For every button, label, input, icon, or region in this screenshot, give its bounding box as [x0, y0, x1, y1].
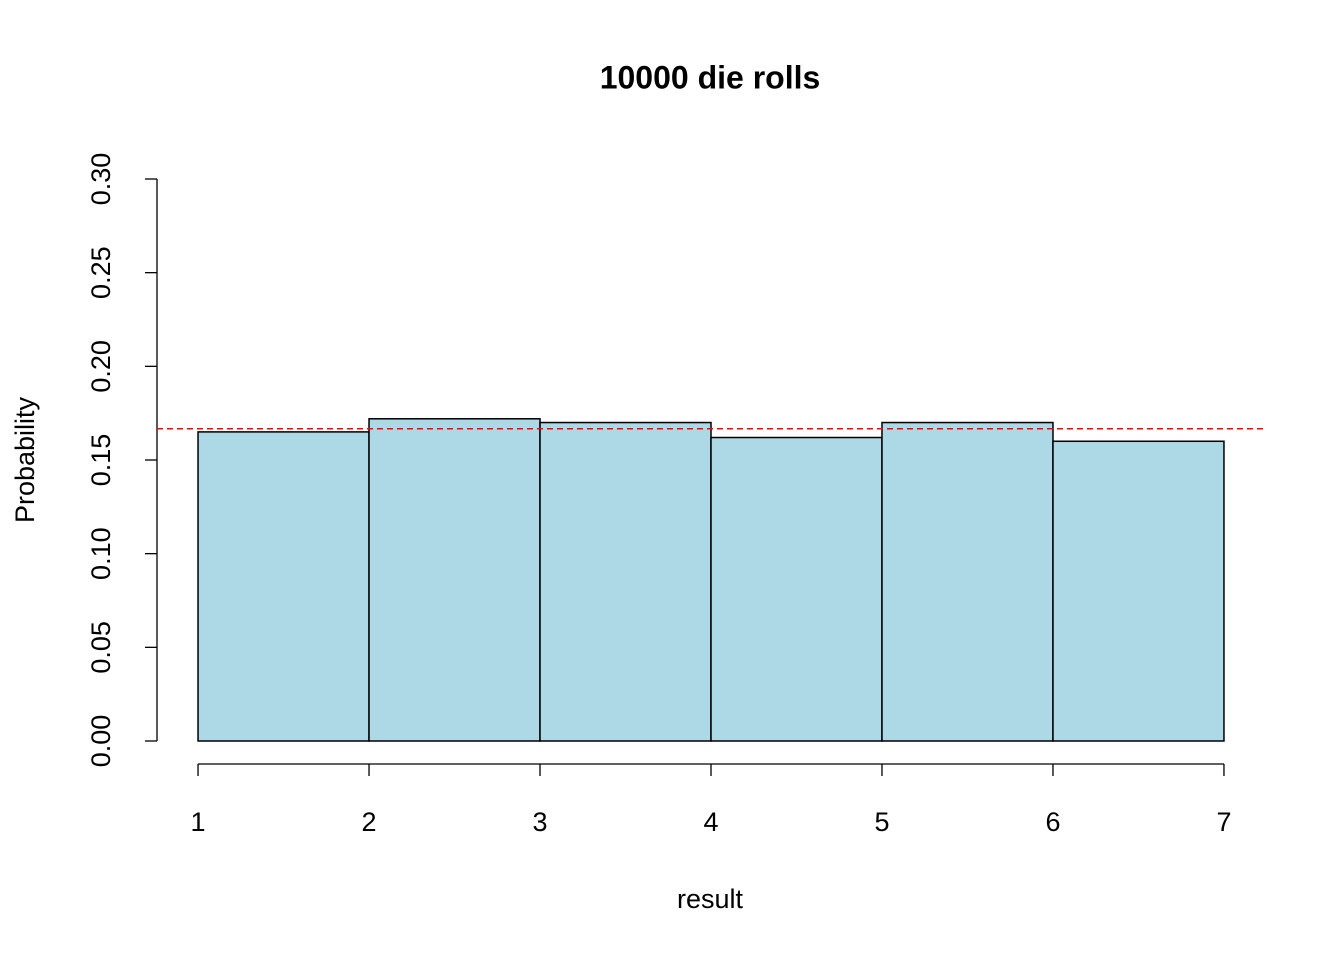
- y-tick-label: 0.15: [86, 434, 116, 487]
- x-tick-label: 3: [532, 807, 547, 837]
- bar: [197, 431, 370, 742]
- y-axis-label: Probability: [10, 396, 40, 523]
- y-tick-label: 0.25: [86, 246, 116, 299]
- x-tick-label: 2: [362, 807, 377, 837]
- bar: [1052, 440, 1225, 742]
- x-tick-label: 4: [703, 807, 718, 837]
- x-tick-label: 7: [1216, 807, 1231, 837]
- x-tick-label: 1: [191, 807, 206, 837]
- x-axis-label: result: [677, 884, 744, 914]
- chart-title: 10000 die rolls: [600, 59, 821, 95]
- y-tick-label: 0.05: [86, 621, 116, 674]
- bar: [368, 418, 541, 742]
- bar: [881, 421, 1054, 742]
- x-tick-label: 6: [1045, 807, 1060, 837]
- bar: [539, 421, 712, 742]
- x-tick-label: 5: [874, 807, 889, 837]
- y-tick-label: 0.20: [86, 340, 116, 393]
- y-tick-label: 0.30: [86, 153, 116, 206]
- bar: [710, 436, 883, 742]
- y-tick-label: 0.00: [86, 715, 116, 768]
- y-tick-label: 0.10: [86, 527, 116, 580]
